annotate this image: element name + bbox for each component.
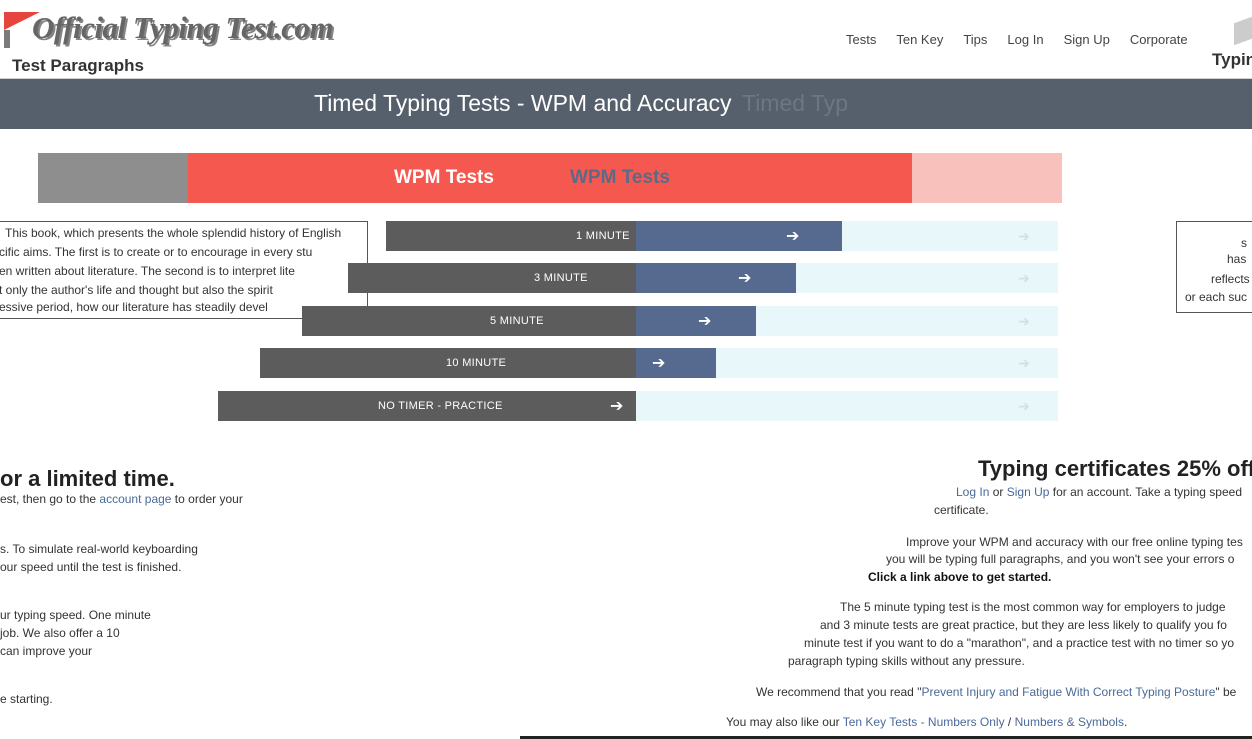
- tab-wpm-tests[interactable]: [188, 153, 912, 203]
- right-sample-line: reflects: [1211, 272, 1250, 286]
- left-line-6: can improve your: [0, 644, 93, 658]
- test-practice-label: NO TIMER - PRACTICE: [378, 400, 503, 412]
- numbers-symbols-link[interactable]: Numbers & Symbols: [1014, 715, 1124, 729]
- sample-line: en written about literature. The second …: [0, 264, 295, 278]
- page-title: Timed Typing Tests - WPM and Accuracy: [314, 90, 732, 116]
- typing-posture-link[interactable]: Prevent Injury and Fatigue With Correct …: [921, 685, 1216, 699]
- intro-p1-line-2: you will be typing full paragraphs, and …: [886, 552, 1235, 566]
- nav-sub-right[interactable]: Typing: [1212, 50, 1252, 69]
- arrow-right-icon: ➔: [738, 270, 752, 287]
- test-10-minute-bar[interactable]: [636, 348, 716, 378]
- left-line-1: est, then go to the account page to orde…: [0, 492, 243, 506]
- test-10-minute-button[interactable]: [260, 348, 636, 378]
- intro-p4-pre: You may also like our: [726, 715, 843, 729]
- nav-sign-up[interactable]: Sign Up: [1063, 32, 1110, 47]
- page-banner: [0, 79, 1252, 129]
- certificates-line-1: Log In or Sign Up for an account. Take a…: [956, 485, 1242, 499]
- account-page-link[interactable]: account page: [99, 492, 172, 506]
- certificates-line-2: certificate.: [934, 503, 989, 517]
- arrow-right-icon: ➔: [1018, 313, 1030, 329]
- left-line-1-pre: est, then go to the: [0, 492, 100, 506]
- flag-pole-icon: [4, 30, 10, 48]
- arrow-right-icon: ➔: [1018, 355, 1030, 371]
- sample-line: This book, which presents the whole sple…: [5, 226, 342, 240]
- page-title-ghost: Timed Typ: [742, 90, 849, 116]
- or-text: or: [989, 485, 1007, 499]
- header-bar: [0, 0, 1252, 79]
- intro-p2-line-3: minute test if you want to do a "maratho…: [804, 636, 1235, 650]
- sample-line: cific aims. The first is to create or to…: [0, 245, 313, 259]
- sample-line: essive period, how our literature has st…: [0, 300, 268, 314]
- test-row-practice-bg: [636, 391, 1058, 421]
- sign-up-link[interactable]: Sign Up: [1006, 485, 1050, 499]
- flag-logo-icon[interactable]: [4, 12, 40, 30]
- arrow-right-icon: ➔: [1018, 398, 1030, 414]
- arrow-right-icon: ➔: [786, 228, 800, 245]
- bottom-divider: [520, 736, 1252, 739]
- test-1-minute-label: 1 MINUTE: [576, 230, 630, 242]
- nav-sub-left-label: Test Paragraphs: [12, 56, 144, 75]
- tab-right[interactable]: [912, 153, 1062, 203]
- arrow-right-icon: ➔: [610, 398, 624, 415]
- intro-p2-line-1: The 5 minute typing test is the most com…: [840, 600, 1226, 614]
- test-3-minute-button[interactable]: [348, 263, 636, 293]
- log-in-link[interactable]: Log In: [956, 485, 990, 499]
- limited-time-heading: or a limited time.: [0, 466, 175, 491]
- intro-p1-line-3: Click a link above to get started.: [868, 570, 1052, 584]
- left-line-7: e starting.: [0, 692, 53, 706]
- nav-tips[interactable]: Tips: [963, 32, 988, 47]
- site-title[interactable]: Official Typing Test.com: [32, 10, 334, 45]
- certificates-line-1-post: for an account. Take a typing speed: [1049, 485, 1242, 499]
- test-5-minute-bar[interactable]: [636, 306, 756, 336]
- intro-p3-post: " be: [1215, 685, 1237, 699]
- left-line-1-post: to order your: [171, 492, 243, 506]
- right-sample-box: s has reflects or each suc: [1176, 221, 1252, 313]
- top-nav: Tests Ten Key Tips Log In Sign Up Corpor…: [846, 32, 1208, 47]
- arrow-right-icon: ➔: [652, 355, 666, 372]
- tab-wpm-tests-label: WPM Tests: [394, 167, 494, 188]
- intro-p4-post: .: [1123, 715, 1128, 729]
- intro-p2-line-4: paragraph typing skills without any pres…: [788, 654, 1025, 668]
- left-line-4: ur typing speed. One minute: [0, 608, 151, 622]
- test-3-minute-label: 3 MINUTE: [534, 272, 588, 284]
- intro-p1-line-1: Improve your WPM and accuracy with our f…: [906, 535, 1243, 549]
- sample-paragraph-box: This book, which presents the whole sple…: [0, 221, 368, 319]
- test-1-minute-bar[interactable]: [636, 221, 842, 251]
- right-sample-line: has: [1227, 252, 1247, 266]
- intro-p4: You may also like our Ten Key Tests - Nu…: [726, 715, 1127, 729]
- nav-sub-left[interactable]: Test Paragraphs: [0, 56, 144, 76]
- arrow-right-icon: ➔: [698, 313, 712, 330]
- intro-p4-sep: /: [1004, 715, 1015, 729]
- ten-key-numbers-only-link[interactable]: Ten Key Tests - Numbers Only: [842, 715, 1005, 729]
- right-sample-line: s: [1241, 236, 1247, 250]
- left-line-3: our speed until the test is finished.: [0, 560, 182, 574]
- intro-p3: We recommend that you read "Prevent Inju…: [756, 685, 1236, 699]
- site-title-shadow: Official Typing Test.com: [34, 12, 336, 47]
- sample-line: t only the author's life and thought but…: [0, 283, 273, 297]
- arrow-right-icon: ➔: [1018, 228, 1030, 244]
- nav-ten-key[interactable]: Ten Key: [896, 32, 944, 47]
- intro-p3-pre: We recommend that you read ": [756, 685, 922, 699]
- nav-log-in[interactable]: Log In: [1007, 32, 1044, 47]
- test-5-minute-label: 5 MINUTE: [490, 315, 544, 327]
- arrow-right-icon: ➔: [1018, 270, 1030, 286]
- right-sample-line: or each suc: [1185, 290, 1248, 304]
- intro-p2-line-2: and 3 minute tests are great practice, b…: [820, 618, 1227, 632]
- nav-corporate[interactable]: Corporate: [1129, 32, 1188, 47]
- test-practice-button[interactable]: [218, 391, 636, 421]
- left-line-2: s. To simulate real-world keyboarding: [0, 542, 198, 556]
- certificates-heading: Typing certificates 25% off f: [978, 456, 1252, 481]
- tab-wpm-tests-ghost-label: WPM Tests: [570, 167, 670, 188]
- test-3-minute-bar[interactable]: [636, 263, 796, 293]
- tab-left[interactable]: [38, 153, 188, 203]
- test-5-minute-button[interactable]: [302, 306, 636, 336]
- test-1-minute-button[interactable]: [386, 221, 636, 251]
- left-line-5: job. We also offer a 10: [0, 626, 120, 640]
- nav-tests[interactable]: Tests: [846, 32, 877, 47]
- test-10-minute-label: 10 MINUTE: [446, 357, 507, 369]
